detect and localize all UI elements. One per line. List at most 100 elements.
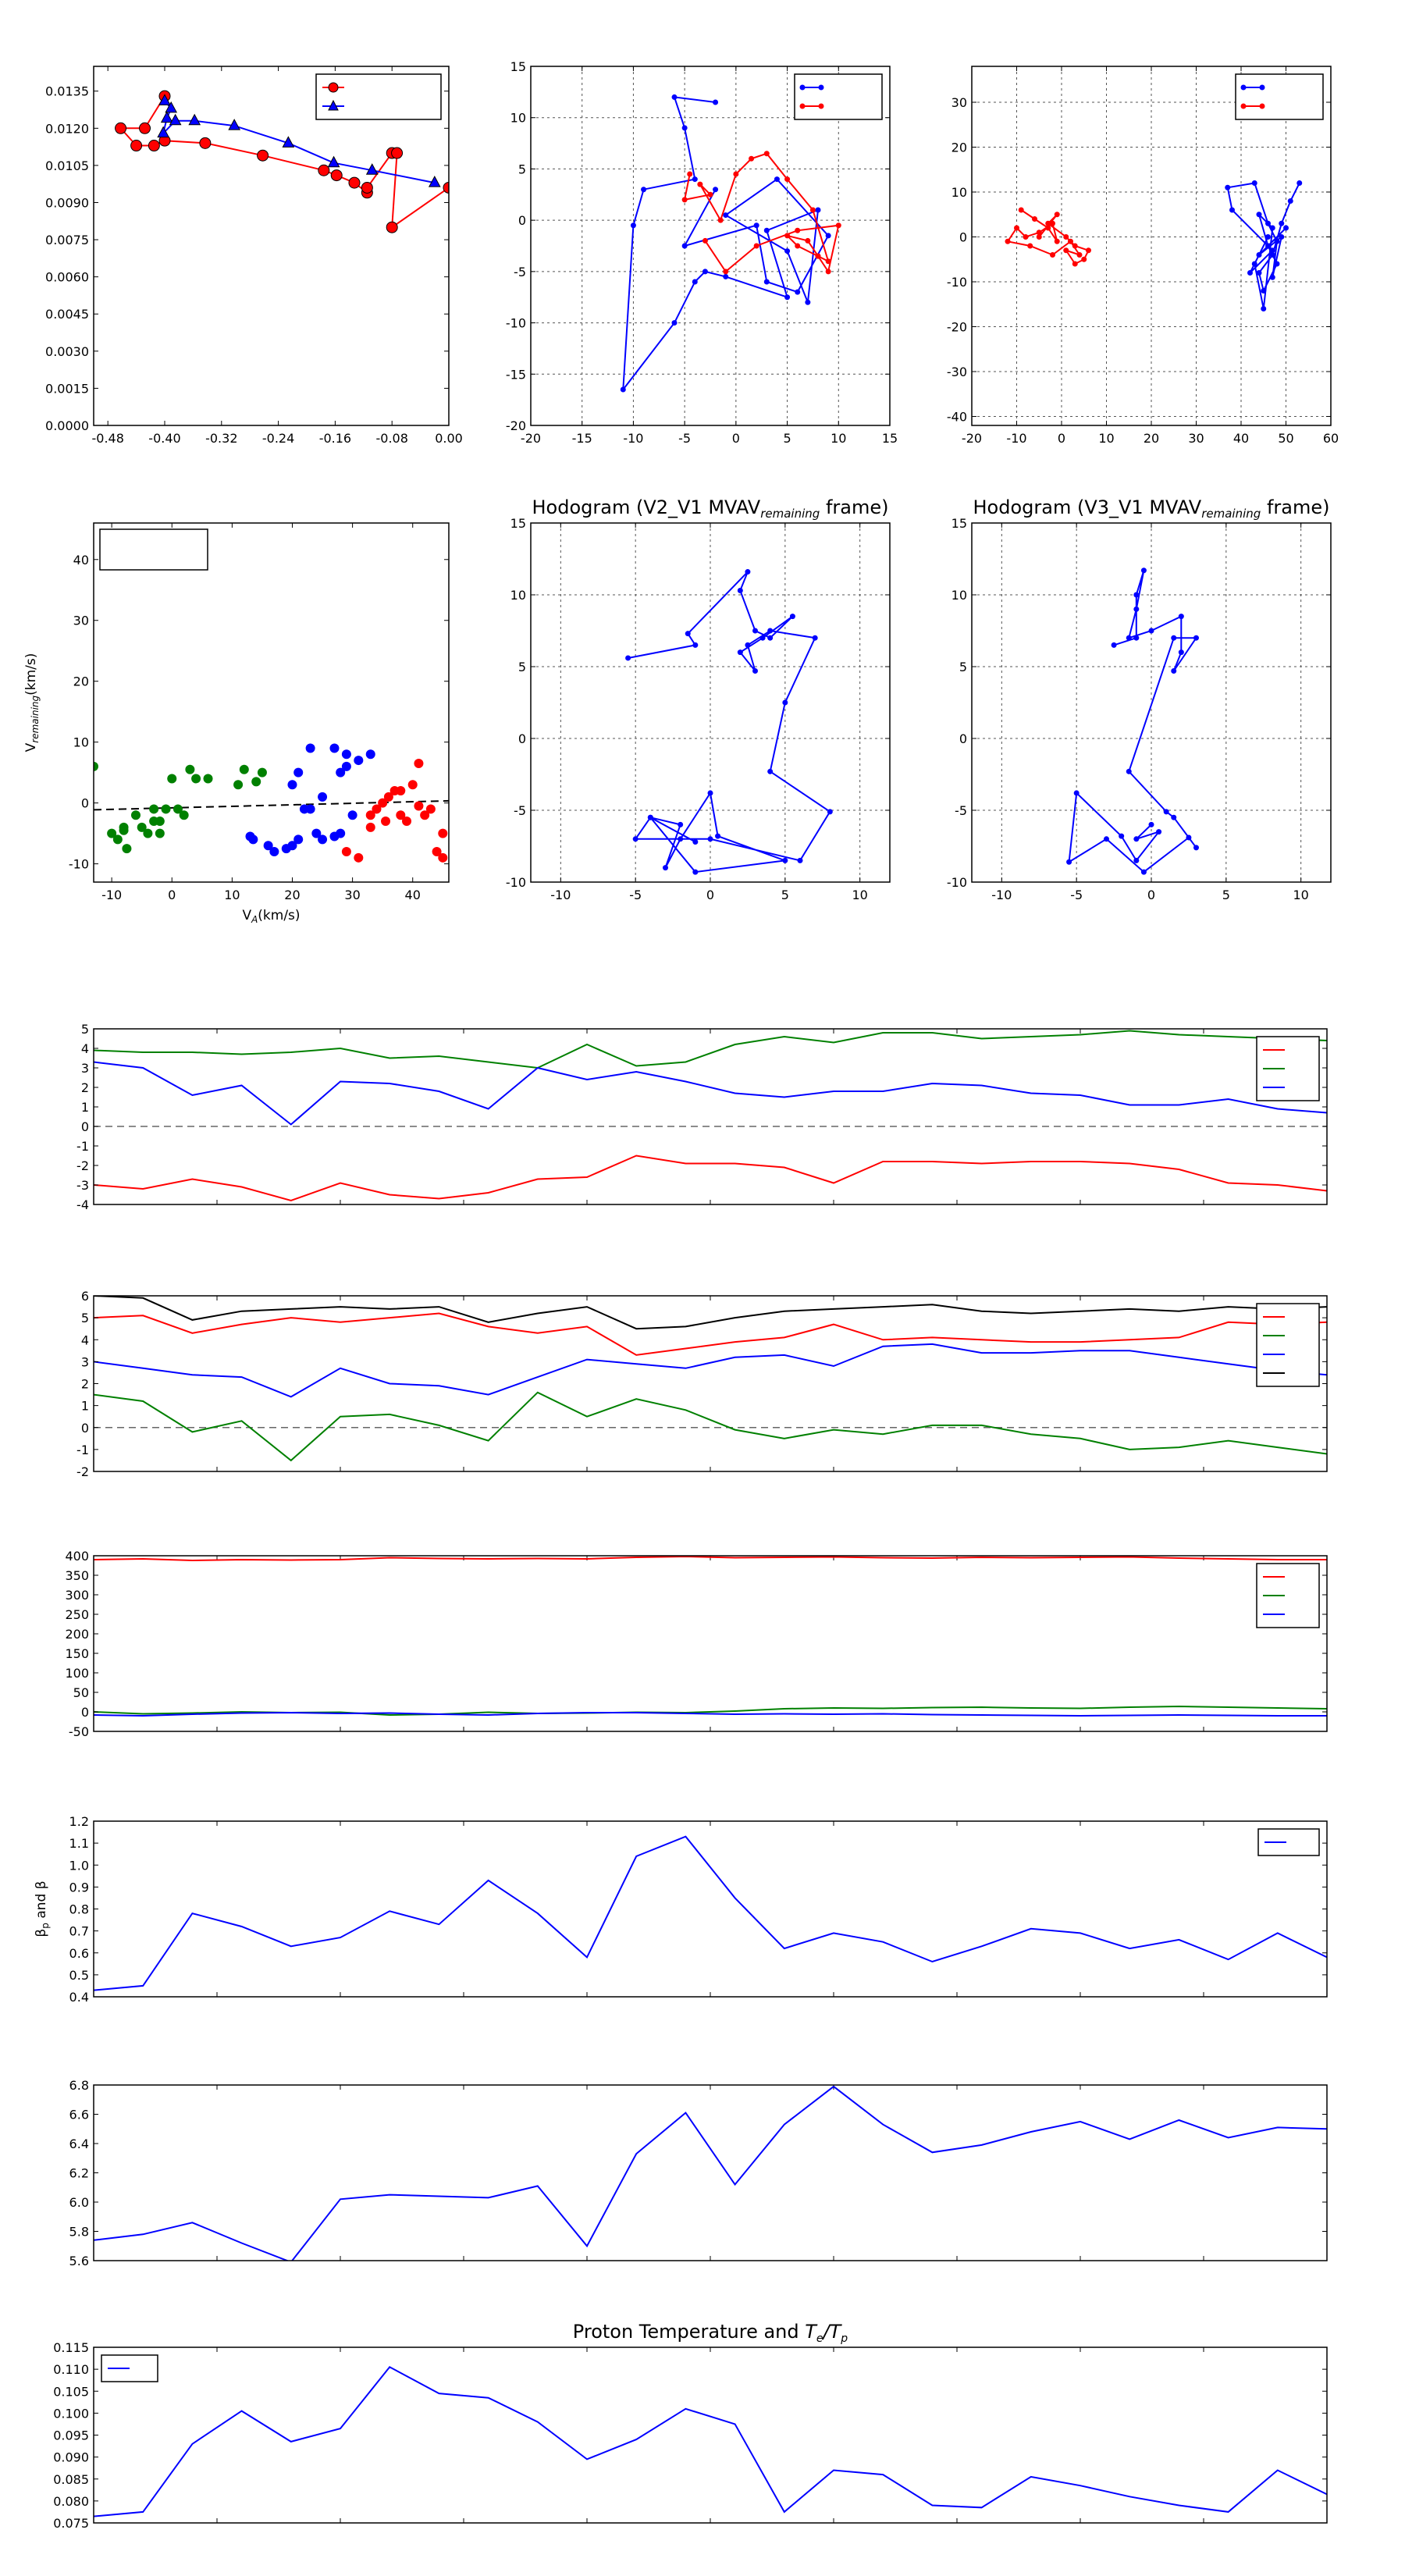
marker-dot (1265, 243, 1271, 249)
legend-marker (1240, 84, 1247, 91)
x-axis-label: VA(km/s) (242, 908, 300, 925)
marker-dot (1247, 270, 1253, 276)
marker-dot (784, 176, 791, 183)
scatter-point (203, 774, 213, 784)
marker-dot (815, 253, 821, 259)
plot-area (115, 90, 449, 233)
y-tick-label: 2 (81, 1080, 89, 1095)
marker-dot (1076, 252, 1083, 258)
scatter-point (438, 852, 448, 863)
y-label-mid: and β (34, 1880, 49, 1923)
scatter-point (438, 828, 448, 838)
y-tick-label: -10 (506, 316, 526, 331)
marker-triangle (428, 176, 441, 187)
y-tick-label: 400 (65, 1549, 89, 1564)
series-np (94, 2085, 1327, 2261)
marker-dot (1045, 220, 1051, 226)
y-tick-label: -10 (947, 275, 967, 290)
y-tick-label: 0.080 (53, 2494, 89, 2509)
y-tick-label: 0.4 (69, 1990, 89, 2005)
marker-dot (713, 187, 719, 193)
plot-frame (93, 522, 450, 883)
stats-frame (99, 528, 208, 571)
marker-dot (825, 269, 831, 275)
title-subscript: remaining (760, 507, 820, 521)
series-v-remaining (681, 151, 841, 275)
marker-dot (1066, 859, 1072, 865)
y-tick-label: 4 (81, 1041, 89, 1056)
scatter-point (336, 828, 346, 838)
y-tick-label: -4 (76, 1197, 89, 1212)
marker-dot (809, 207, 816, 213)
x-tick-label: -0.48 (91, 431, 123, 446)
marker-dot (681, 125, 688, 131)
marker-circle (130, 140, 143, 152)
marker-dot (753, 222, 759, 229)
x-tick-label: -5 (1070, 888, 1083, 902)
marker-dot (1269, 247, 1275, 254)
scatter-point (329, 743, 340, 753)
title-subscript: remaining (1201, 507, 1261, 521)
y-tick-label: 0.9 (69, 1880, 89, 1895)
x-tick-label: -10 (991, 888, 1012, 902)
marker-dot (825, 258, 831, 265)
plot-area (94, 1030, 1327, 1202)
marker-dot (1005, 238, 1011, 244)
y-tick-label: 0.7 (69, 1924, 89, 1939)
x-tick-label: 60 (1323, 431, 1339, 446)
y-axis-ticks: -20 -15 -10 -5 0 5 10 15 (506, 59, 890, 433)
scatter-point (354, 756, 364, 766)
x-axis-ticks: -20 -15 -10 -5 0 5 10 15 (521, 66, 898, 446)
marker-circle (148, 140, 160, 152)
grid-lines (531, 66, 890, 425)
scatter-point (137, 822, 147, 832)
series-bn (94, 1061, 1327, 1126)
scatter-point (311, 828, 322, 838)
scatter-point (414, 801, 424, 811)
legend-marker (328, 82, 339, 93)
marker-dot (805, 237, 811, 244)
marker-dot (1063, 247, 1069, 254)
series-0 (1066, 568, 1199, 875)
plot-area (94, 1556, 1327, 1717)
marker-dot (782, 857, 788, 863)
legend-item (1240, 103, 1265, 109)
series-by- (94, 1391, 1327, 1462)
scatter-point (318, 834, 328, 845)
marker-dot (1111, 642, 1117, 648)
y-tick-label: 0.0060 (45, 270, 89, 285)
y-axis-ticks: 5.6 5.8 6.0 6.2 6.4 6.6 6.8 (69, 2078, 1327, 2268)
legend (1235, 73, 1324, 120)
x-tick-label: -0.32 (205, 431, 237, 446)
legend-frame (1235, 73, 1324, 120)
marker-dot (1229, 207, 1235, 213)
marker-dot (1054, 212, 1060, 218)
marker-dot (789, 614, 795, 620)
scatter-point (354, 852, 364, 863)
marker-dot (1036, 229, 1042, 236)
y-tick-label: 250 (65, 1607, 89, 1622)
series-line (1226, 182, 1300, 309)
marker-circle (361, 181, 373, 194)
marker-dot (745, 642, 751, 648)
fit-line (94, 799, 449, 811)
scatter-point (155, 828, 165, 838)
x-tick-label: 30 (344, 888, 360, 902)
plot-area (94, 2366, 1327, 2517)
legend-marker (328, 99, 339, 111)
x-tick-label: 0 (732, 431, 740, 446)
scatter-point (341, 847, 351, 857)
plot-frame (93, 2084, 1328, 2261)
marker-dot (1140, 869, 1147, 875)
marker-dot (713, 99, 719, 105)
x-tick-label: 10 (831, 431, 846, 446)
y-tick-label: 0.085 (53, 2472, 89, 2487)
y-tick-label: 6.2 (69, 2166, 89, 2181)
y-tick-label: -10 (506, 875, 526, 890)
y-tick-label: 0.0000 (45, 418, 89, 433)
scatter-point (269, 847, 279, 857)
marker-dot (763, 279, 770, 285)
marker-dot (723, 273, 729, 279)
legend (794, 73, 883, 120)
marker-dot (692, 642, 699, 648)
